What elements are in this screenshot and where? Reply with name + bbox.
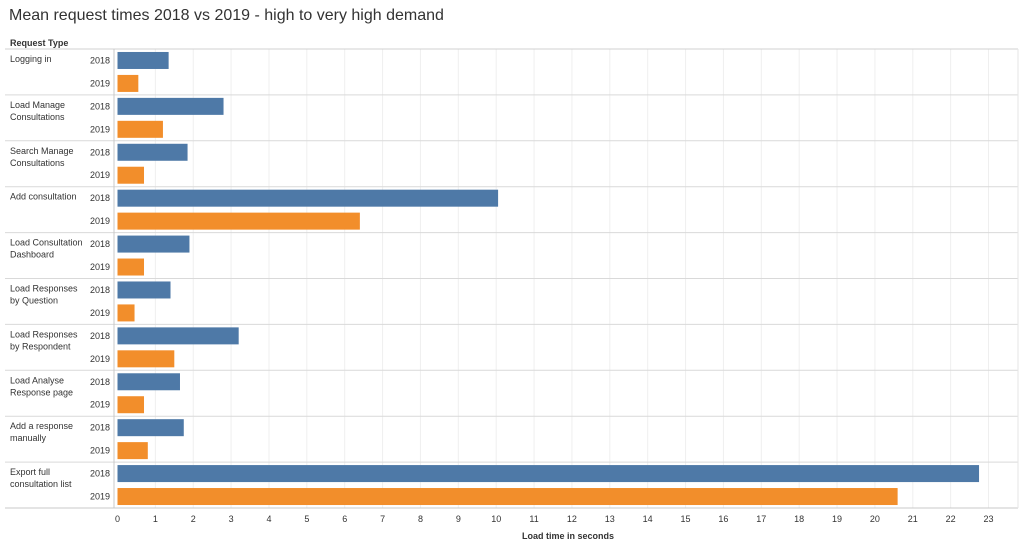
series-label-2019: 2019 [90, 446, 110, 456]
category-label: Load Responses [10, 284, 78, 294]
series-label-2019: 2019 [90, 262, 110, 272]
series-label-2018: 2018 [90, 55, 110, 65]
x-tick-label: 5 [304, 514, 309, 524]
series-label-2019: 2019 [90, 308, 110, 318]
series-label-2019: 2019 [90, 78, 110, 88]
bar-2018 [117, 465, 980, 483]
x-tick-label: 7 [380, 514, 385, 524]
category-label: Consultations [10, 158, 65, 168]
x-tick-label: 6 [342, 514, 347, 524]
bar-2018 [117, 373, 180, 391]
bar-2019 [117, 396, 145, 414]
bar-2019 [117, 304, 135, 322]
bar-2019 [117, 258, 145, 276]
series-label-2019: 2019 [90, 170, 110, 180]
x-tick-label: 0 [115, 514, 120, 524]
bar-2018 [117, 281, 171, 299]
series-label-2019: 2019 [90, 124, 110, 134]
bar-2019 [117, 212, 360, 230]
category-label: Search Manage [10, 146, 74, 156]
category-label: Add a response [10, 421, 73, 431]
x-tick-label: 14 [643, 514, 653, 524]
x-tick-label: 4 [266, 514, 271, 524]
series-label-2019: 2019 [90, 216, 110, 226]
x-tick-label: 20 [870, 514, 880, 524]
bar-2019 [117, 166, 145, 184]
chart-title: Mean request times 2018 vs 2019 - high t… [9, 7, 444, 24]
x-tick-label: 1 [153, 514, 158, 524]
x-tick-label: 18 [794, 514, 804, 524]
series-label-2019: 2019 [90, 354, 110, 364]
x-tick-label: 8 [418, 514, 423, 524]
x-tick-label: 3 [229, 514, 234, 524]
series-label-2018: 2018 [90, 285, 110, 295]
x-tick-label: 17 [756, 514, 766, 524]
x-tick-label: 9 [456, 514, 461, 524]
bar-2018 [117, 419, 184, 437]
bar-2019 [117, 120, 163, 138]
category-label: Load Consultation [10, 238, 83, 248]
bar-2018 [117, 189, 499, 207]
bar-2019 [117, 488, 898, 506]
series-label-2018: 2018 [90, 147, 110, 157]
category-label: Logging in [10, 54, 52, 64]
category-label: manually [10, 433, 47, 443]
category-label: Consultations [10, 112, 65, 122]
bar-2018 [117, 51, 169, 69]
x-tick-label: 12 [567, 514, 577, 524]
bar-2018 [117, 97, 224, 115]
x-tick-label: 11 [529, 514, 538, 524]
series-label-2018: 2018 [90, 331, 110, 341]
bar-2018 [117, 143, 188, 161]
category-label: by Respondent [10, 341, 71, 351]
category-label: Load Analyse [10, 375, 64, 385]
x-tick-label: 15 [681, 514, 691, 524]
category-label: Add consultation [10, 192, 77, 202]
series-label-2018: 2018 [90, 239, 110, 249]
category-label: Export full [10, 467, 50, 477]
x-tick-label: 22 [946, 514, 956, 524]
x-tick-label: 10 [491, 514, 501, 524]
series-label-2019: 2019 [90, 492, 110, 502]
x-axis-label: Load time in seconds [522, 531, 614, 541]
row-header-label: Request Type [10, 38, 68, 48]
category-label: Load Responses [10, 329, 78, 339]
bar-2018 [117, 327, 239, 345]
x-tick-label: 21 [908, 514, 918, 524]
category-label: consultation list [10, 479, 72, 489]
series-label-2018: 2018 [90, 377, 110, 387]
bar-2019 [117, 442, 148, 460]
series-label-2018: 2018 [90, 423, 110, 433]
x-tick-label: 13 [605, 514, 615, 524]
x-tick-label: 16 [718, 514, 728, 524]
bar-2019 [117, 74, 139, 92]
series-label-2018: 2018 [90, 101, 110, 111]
x-tick-label: 19 [832, 514, 842, 524]
category-label: Load Manage [10, 100, 65, 110]
category-label: Dashboard [10, 250, 54, 260]
x-tick-label: 23 [984, 514, 994, 524]
category-label: by Question [10, 296, 58, 306]
x-tick-label: 2 [191, 514, 196, 524]
series-label-2018: 2018 [90, 469, 110, 479]
series-label-2019: 2019 [90, 400, 110, 410]
bar-2018 [117, 235, 190, 253]
bar-2019 [117, 350, 175, 368]
category-label: Response page [10, 387, 73, 397]
series-label-2018: 2018 [90, 193, 110, 203]
